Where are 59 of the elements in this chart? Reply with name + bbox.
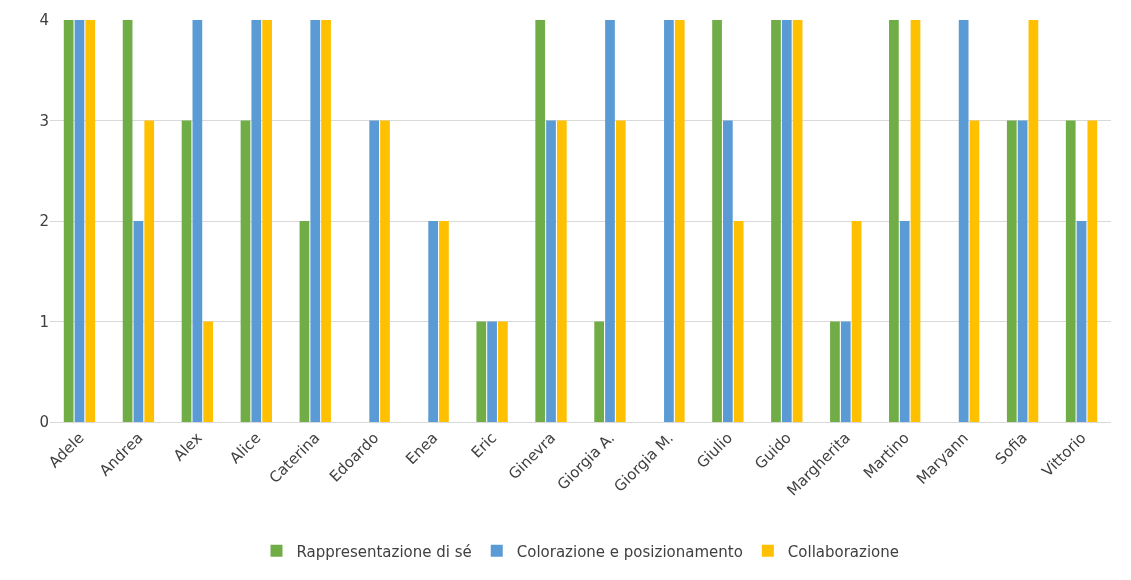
bar: [122, 20, 133, 422]
bar: [830, 321, 840, 422]
bar: [251, 20, 262, 422]
bar: [712, 20, 722, 422]
bar: [733, 221, 744, 422]
bar: [781, 20, 792, 422]
y-tick-label: 4: [39, 11, 49, 30]
bar: [498, 321, 508, 422]
bar: [889, 20, 899, 422]
bar: [144, 120, 155, 422]
legend-label: Colorazione e posizionamento: [516, 542, 743, 561]
x-tick-label: Eric: [467, 428, 501, 462]
bar: [556, 120, 567, 422]
legend-label: Rappresentazione di sé: [296, 542, 472, 561]
bar: [546, 120, 556, 422]
bar: [203, 321, 214, 422]
bar: [476, 321, 487, 422]
bar: [240, 120, 251, 422]
bar: [969, 120, 980, 422]
bar: [723, 120, 733, 422]
bar: [535, 20, 546, 422]
bar: [299, 221, 310, 422]
bar: [63, 20, 74, 422]
bar: [487, 321, 497, 422]
bar: [910, 20, 921, 422]
y-tick-label: 2: [39, 212, 49, 231]
bar: [428, 221, 438, 422]
bar: [792, 20, 803, 422]
bar: [664, 20, 674, 422]
bar: [369, 120, 380, 422]
bar: [321, 20, 331, 422]
bar: [439, 221, 449, 422]
bar: [1006, 120, 1017, 422]
bar: [1017, 120, 1028, 422]
y-tick-label: 0: [39, 413, 49, 432]
bar: [594, 321, 605, 422]
bar: [1076, 221, 1087, 422]
bar: [181, 120, 192, 422]
bar: [133, 221, 144, 422]
bar: [851, 221, 862, 422]
bar: [192, 20, 203, 422]
legend-label: Collaborazione: [787, 542, 900, 561]
bar: [615, 120, 626, 422]
bar: [605, 20, 615, 422]
y-tick-label: 3: [39, 111, 49, 130]
bar: [1087, 120, 1098, 422]
bar: [958, 20, 969, 422]
bar: [262, 20, 272, 422]
bar: [380, 120, 390, 422]
bar: [840, 321, 851, 422]
bar: [1065, 120, 1076, 422]
bar: [310, 20, 321, 422]
bar: [1028, 20, 1039, 422]
bar: [74, 20, 85, 422]
y-tick-label: 1: [39, 312, 49, 331]
bar: [771, 20, 781, 422]
bar: [674, 20, 685, 422]
bar: [899, 221, 910, 422]
bar: [85, 20, 96, 422]
